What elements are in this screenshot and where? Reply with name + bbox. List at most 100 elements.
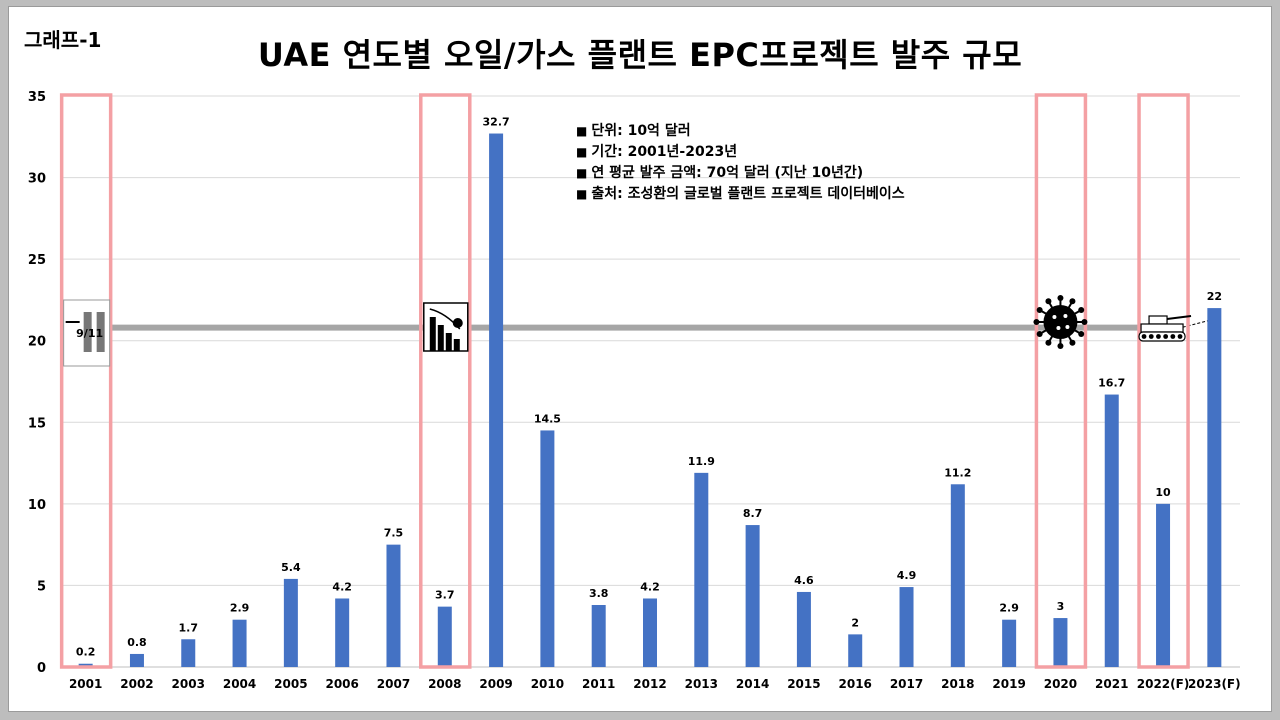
tank-wheel-3 (1163, 334, 1169, 339)
virus-spot-2 (1056, 326, 1061, 330)
data-label-2007: 7.5 (384, 527, 404, 540)
x-tick-label-2012: 2012 (633, 677, 666, 691)
virus-body (1043, 305, 1078, 339)
data-label-2009: 32.7 (483, 116, 510, 129)
bar-2004 (232, 619, 247, 667)
tank-hull (1140, 323, 1184, 333)
bar-2002 (129, 653, 144, 667)
virus-spike-tip-9 (1057, 295, 1064, 301)
chart-title: UAE 연도별 오일/가스 플랜트 EPC프로젝트 발주 규모 (257, 36, 1023, 74)
x-tick-label-2015: 2015 (787, 677, 820, 691)
x-tick-label-2008: 2008 (428, 677, 461, 691)
tank-wheel-0 (1141, 334, 1147, 339)
virus-spot-0 (1052, 315, 1057, 319)
data-label-2010: 14.5 (534, 412, 561, 425)
x-tick-label-2005: 2005 (274, 677, 307, 691)
x-tick-label-2023(F): 2023(F) (1188, 677, 1241, 691)
highlight-box-2001 (59, 93, 113, 669)
x-tick-label-2006: 2006 (325, 677, 358, 691)
data-label-2003: 1.7 (179, 621, 199, 634)
covid-virus-icon (1033, 295, 1088, 349)
x-tick-label-2019: 2019 (992, 677, 1025, 691)
virus-spike-tip-7 (1036, 307, 1043, 313)
virus-spike-tip-11 (1078, 307, 1085, 313)
virus-spike-tip-10 (1069, 298, 1076, 305)
bar-2007 (386, 544, 401, 667)
x-tick-label-2001: 2001 (69, 677, 102, 691)
tank-wheel-1 (1148, 334, 1154, 339)
data-label-2022(F): 10 (1155, 486, 1171, 499)
bar-2013 (694, 472, 709, 667)
note-average: ■ 연 평균 발주 금액: 70억 달러 (지난 10년간) (576, 165, 864, 181)
crisis-icon-bar-2 (445, 333, 452, 351)
x-tick-label-2022(F): 2022(F) (1137, 677, 1190, 691)
data-label-2013: 11.9 (688, 455, 715, 468)
tank-turret (1148, 315, 1168, 325)
tank-war-icon (1138, 315, 1192, 342)
tank-wheel-2 (1156, 334, 1161, 339)
bar-2014 (745, 525, 760, 667)
x-tick-label-2009: 2009 (479, 677, 512, 691)
data-label-2014: 8.7 (743, 507, 763, 520)
note-unit: ■ 단위: 10억 달러 (576, 123, 691, 139)
x-tick-label-2010: 2010 (531, 677, 564, 691)
financial-crisis-icon (423, 302, 469, 352)
911-icon-label: 9/11 (76, 327, 103, 340)
data-label-2001: 0.2 (76, 646, 96, 659)
data-label-2008: 3.7 (435, 589, 455, 602)
x-tick-label-2017: 2017 (890, 677, 923, 691)
bar-2023(F) (1207, 308, 1222, 667)
x-tick-label-2013: 2013 (685, 677, 718, 691)
bar-2019 (1002, 619, 1017, 667)
bar-2015 (796, 591, 811, 667)
data-label-2019: 2.9 (999, 602, 1019, 615)
x-tick-label-2002: 2002 (120, 677, 153, 691)
x-tick-label-2004: 2004 (223, 677, 256, 691)
virus-spike-tip-3 (1057, 343, 1064, 349)
bar-2020 (1053, 618, 1068, 667)
y-tick-label-0: 0 (37, 661, 46, 676)
bar-2011 (591, 605, 606, 667)
bar-2016 (848, 634, 863, 667)
highlight-box-2020 (1034, 93, 1088, 669)
data-label-2004: 2.9 (230, 602, 250, 615)
911-icon-tower-left (83, 312, 92, 352)
virus-spike-tip-4 (1045, 339, 1052, 346)
bar-2010 (540, 430, 555, 667)
tank-wheel-5 (1177, 334, 1183, 339)
y-tick-label-5: 5 (37, 579, 46, 594)
virus-spike-tip-2 (1069, 339, 1076, 346)
data-label-2012: 4.2 (640, 580, 660, 593)
bar-2022(F) (1156, 503, 1171, 667)
bar-2008 (437, 606, 452, 667)
x-tick-label-2020: 2020 (1044, 677, 1077, 691)
graph-number-label: 그래프-1 (24, 28, 102, 52)
bar-2006 (335, 598, 350, 667)
tank-wheel-4 (1170, 334, 1176, 339)
note-period: ■ 기간: 2001년-2023년 (576, 144, 738, 160)
data-label-2002: 0.8 (127, 636, 147, 649)
y-tick-label-20: 20 (28, 335, 46, 350)
data-label-2006: 4.2 (332, 580, 352, 593)
highlight-box-2022(F) (1137, 93, 1190, 669)
virus-spike-tip-0 (1081, 319, 1088, 325)
bar-2012 (643, 598, 657, 667)
bar-2021 (1104, 394, 1119, 667)
y-tick-label-25: 25 (28, 253, 46, 268)
y-tick-label-30: 30 (28, 172, 46, 187)
x-tick-label-2016: 2016 (839, 677, 872, 691)
virus-spike-tip-1 (1078, 331, 1085, 337)
y-tick-label-15: 15 (28, 416, 46, 431)
crisis-icon-bar-0 (429, 317, 436, 351)
bar-2017 (899, 587, 914, 667)
data-label-2017: 4.9 (897, 569, 917, 582)
bar-2009 (489, 133, 504, 668)
data-label-2018: 11.2 (944, 466, 971, 479)
bar-2005 (283, 578, 298, 667)
data-label-2020: 3 (1057, 600, 1065, 613)
data-label-2011: 3.8 (589, 587, 609, 600)
virus-spike-tip-5 (1036, 331, 1043, 337)
data-label-2015: 4.6 (794, 574, 814, 587)
crisis-icon-bar-3 (453, 339, 460, 351)
